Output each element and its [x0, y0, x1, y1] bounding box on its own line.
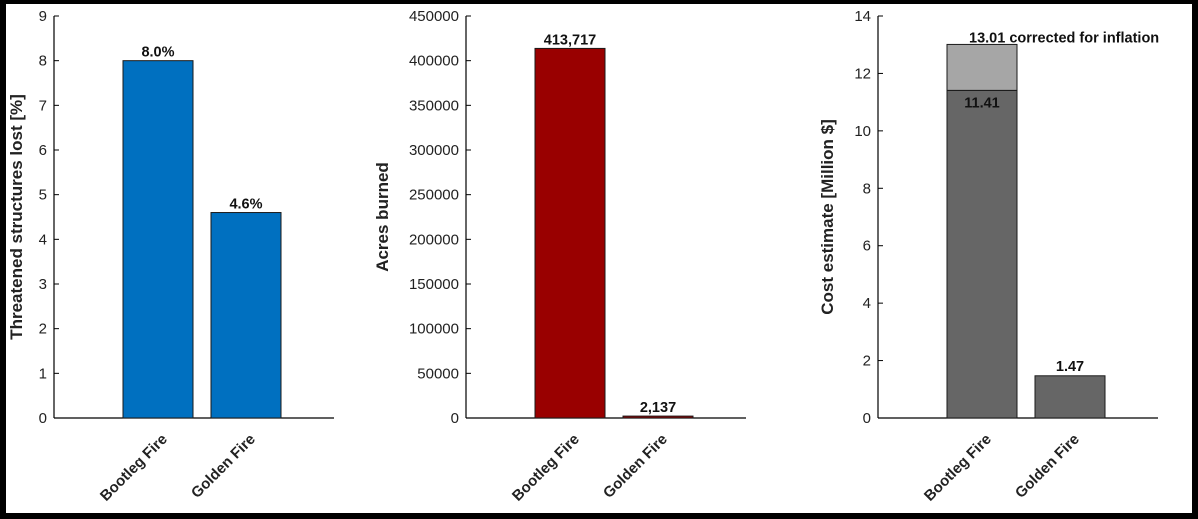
- y-tick-label: 6: [39, 142, 47, 159]
- y-axis-label: Threatened structures lost [%]: [7, 94, 26, 340]
- data-label: 413,717: [544, 32, 596, 48]
- y-tick-label: 50000: [417, 365, 459, 382]
- y-tick-label: 9: [39, 8, 47, 25]
- x-category-label: Bootleg Fire: [97, 431, 171, 505]
- bar-bootleg-fire-segment-2: [946, 43, 1018, 91]
- bar-golden-fire-segment-1: [1034, 375, 1106, 419]
- x-category-label: Golden Fire: [1012, 431, 1083, 502]
- y-tick-label: 450000: [409, 8, 459, 25]
- bar-golden-fire: [210, 212, 282, 419]
- data-label: 13.01 corrected for inflation: [969, 30, 1159, 46]
- y-tick-label: 8: [39, 53, 47, 70]
- y-tick-label: 400000: [409, 53, 459, 70]
- x-category-label: Bootleg Fire: [921, 431, 995, 505]
- y-tick-label: 4: [39, 231, 47, 248]
- x-category-label: Golden Fire: [188, 431, 259, 502]
- data-label: 1.47: [1056, 359, 1084, 375]
- y-tick-label: 300000: [409, 142, 459, 159]
- y-tick-label: 100000: [409, 321, 459, 338]
- bar-bootleg-fire: [122, 60, 194, 419]
- y-axis-label: Acres burned: [373, 162, 392, 272]
- y-tick-label: 2: [863, 353, 871, 370]
- data-label: 8.0%: [141, 45, 174, 61]
- y-tick-label: 10: [854, 123, 871, 140]
- data-label: 2,137: [640, 400, 676, 416]
- y-axis-label: Cost estimate [Million $]: [818, 119, 837, 315]
- bar-bootleg-fire: [534, 47, 606, 419]
- y-tick-label: 0: [863, 410, 871, 427]
- y-tick-label: 14: [854, 8, 871, 25]
- y-tick-label: 4: [863, 295, 871, 312]
- y-tick-label: 0: [39, 410, 47, 427]
- y-tick-label: 3: [39, 276, 47, 293]
- y-tick-label: 250000: [409, 187, 459, 204]
- y-tick-label: 350000: [409, 97, 459, 114]
- data-label: 11.41: [964, 95, 1000, 111]
- y-tick-label: 6: [863, 238, 871, 255]
- y-tick-label: 5: [39, 187, 47, 204]
- y-tick-label: 2: [39, 321, 47, 338]
- figure-canvas: 0 1 2 3 4 5 6 7 8 9 Threatened structures lost [%]…: [6, 4, 1192, 513]
- y-tick-label: 8: [863, 180, 871, 197]
- data-label: 4.6%: [229, 197, 262, 213]
- x-category-label: Bootleg Fire: [509, 431, 583, 505]
- y-tick-label: 12: [854, 65, 871, 82]
- x-category-label: Golden Fire: [600, 431, 671, 502]
- bar-golden-fire: [622, 415, 694, 419]
- y-tick-label: 150000: [409, 276, 459, 293]
- y-tick-label: 0: [451, 410, 459, 427]
- y-tick-label: 1: [39, 365, 47, 382]
- y-tick-label: 200000: [409, 231, 459, 248]
- bar-bootleg-fire-segment-1: [946, 89, 1018, 419]
- y-tick-label: 7: [39, 97, 47, 114]
